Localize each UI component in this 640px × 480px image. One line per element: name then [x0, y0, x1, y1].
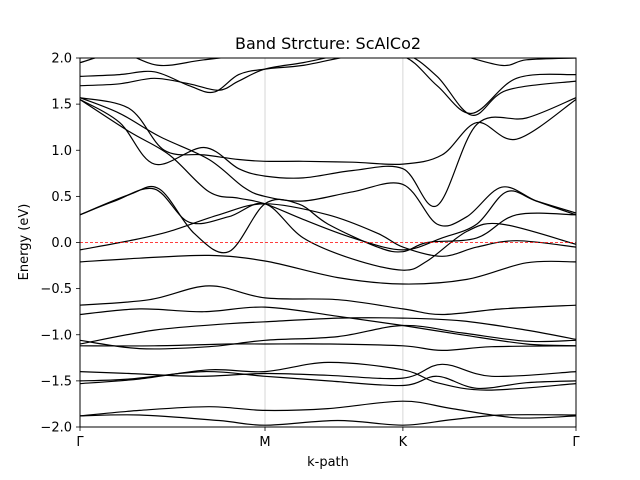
band-line-band-11: [80, 254, 576, 285]
band-line-band-1: [80, 414, 576, 426]
y-tick-label: 1.0: [51, 144, 72, 159]
band-line-band-20: [80, 58, 576, 115]
band-line-band-17: [80, 97, 576, 208]
band-line-band-13: [80, 187, 576, 271]
y-tick-label: −1.5: [40, 374, 72, 389]
band-line-band-16: [80, 97, 576, 227]
y-tick-label: 1.5: [51, 98, 72, 113]
bands-layer: [80, 58, 576, 426]
band-line-band-12: [80, 203, 576, 257]
x-tick-label: Γ: [76, 435, 84, 450]
band-line-band-18: [80, 97, 576, 165]
band-line-band-19: [80, 58, 576, 116]
y-tick-label: −1.0: [40, 328, 72, 343]
band-line-band-8: [80, 317, 576, 345]
x-tick-label: M: [259, 435, 270, 450]
x-tick-label: Γ: [572, 435, 580, 450]
chart-title: Band Strcture: ScAlCo2: [235, 34, 421, 53]
x-tick-label: K: [399, 435, 408, 450]
band-line-band-9: [80, 306, 576, 347]
band-line-band-4: [80, 363, 576, 380]
x-axis-label: k-path: [307, 455, 349, 470]
y-tick-label: 0.5: [51, 190, 72, 205]
band-line-band-2: [80, 400, 576, 419]
y-axis-label: Energy (eV): [17, 204, 32, 281]
band-line-band-7: [80, 324, 576, 350]
y-tick-label: −2.0: [40, 421, 72, 436]
band-line-band-21: [80, 58, 576, 67]
y-tick-label: 0.0: [51, 236, 72, 251]
band-line-band-5: [80, 361, 576, 391]
y-tick-label: 2.0: [51, 52, 72, 67]
y-axis: 2.0 1.5 1.0 0.5 0.0 −0.5 −1.0 −1.5 −2.0: [40, 52, 80, 436]
y-tick-label: −0.5: [40, 282, 72, 297]
band-line-band-3: [80, 370, 576, 389]
band-line-band-15: [80, 98, 576, 251]
band-line-band-10: [80, 285, 576, 316]
band-line-band-6: [80, 343, 576, 352]
band-line-band-14: [80, 185, 576, 254]
